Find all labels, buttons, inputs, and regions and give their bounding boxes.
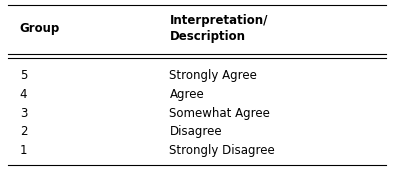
Text: Somewhat Agree: Somewhat Agree [169, 107, 270, 120]
Text: 1: 1 [20, 144, 27, 157]
Text: Disagree: Disagree [169, 125, 222, 138]
Text: 2: 2 [20, 125, 27, 138]
Text: Strongly Agree: Strongly Agree [169, 69, 257, 82]
Text: Interpretation/
Description: Interpretation/ Description [169, 14, 268, 42]
Text: Group: Group [20, 22, 60, 35]
Text: 4: 4 [20, 88, 27, 101]
Text: Strongly Disagree: Strongly Disagree [169, 144, 275, 157]
Text: 3: 3 [20, 107, 27, 120]
Text: Agree: Agree [169, 88, 204, 101]
Text: 5: 5 [20, 69, 27, 82]
